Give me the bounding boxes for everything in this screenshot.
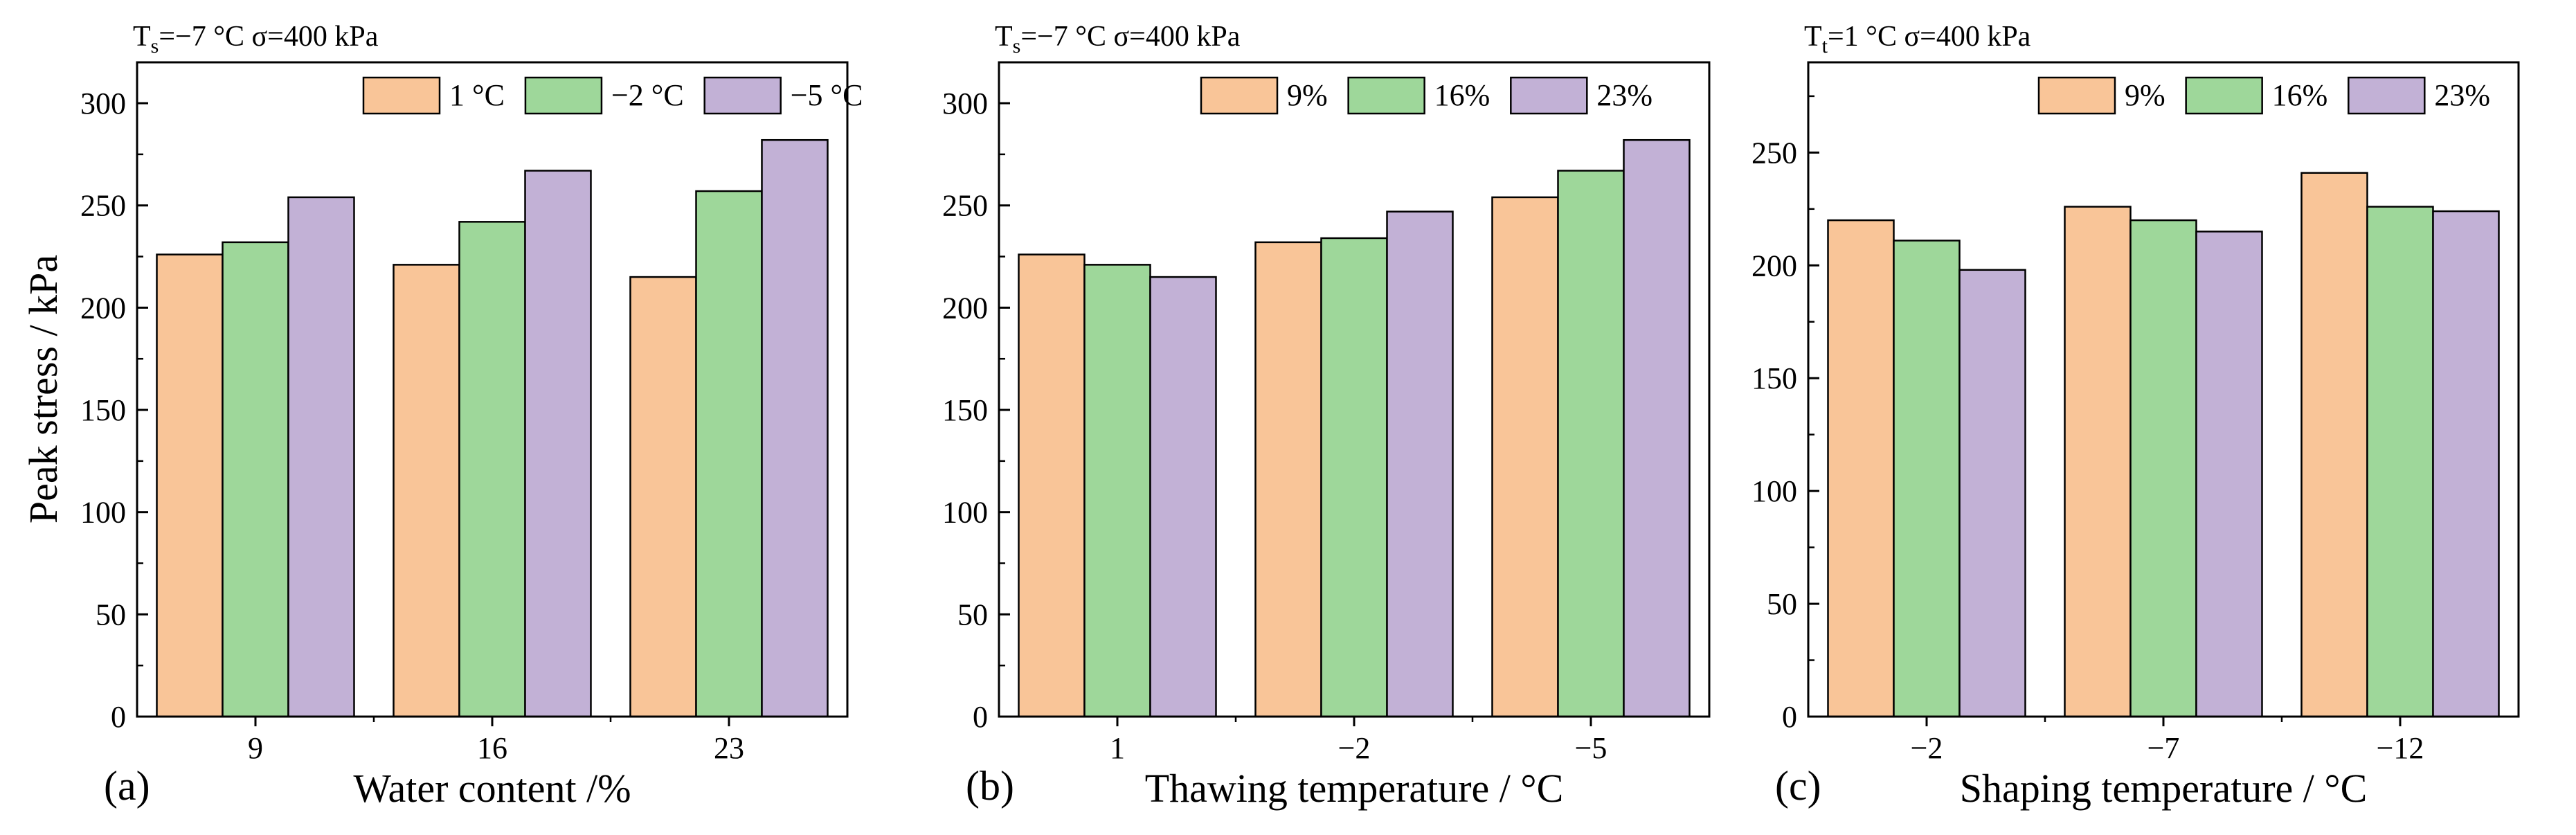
chart-panel-3: 0 50 100 150 200 250 −2 −7 −12 Shaping temperatur… [1751, 21, 2520, 811]
bar-16-2 [1320, 237, 1388, 718]
condition-subscript: s [151, 35, 159, 57]
bar-2C-23 [695, 190, 763, 718]
bar-16-2 [1893, 240, 1961, 718]
bar-9-1 [1018, 253, 1086, 718]
bar-23-2 [1958, 269, 2026, 718]
bar-9-7 [2064, 206, 2132, 718]
y-tick-label: 0 [111, 700, 126, 734]
bar-23-7 [2195, 231, 2263, 718]
bar-16-1 [1083, 264, 1151, 718]
y-tick-label: 100 [1751, 474, 1797, 508]
y-tick-label: 100 [80, 496, 126, 530]
legend-label: 9% [1287, 78, 1328, 112]
condition-label: Tt=1 °C σ=400 kPa [1804, 21, 2031, 57]
x-tick-label: −5 [1575, 731, 1607, 765]
x-tick-label: −2 [1338, 731, 1371, 765]
bar-9-2 [1827, 219, 1895, 718]
bar-5C-9 [287, 196, 355, 718]
legend-label: −2 °C [611, 78, 684, 112]
y-tick-label: 200 [80, 291, 126, 325]
bar-23-1 [1149, 276, 1217, 718]
legend-label: 16% [2272, 78, 2328, 112]
y-tick-label: 150 [80, 393, 126, 427]
legend-swatch [1347, 76, 1425, 115]
condition-subscript: t [1822, 35, 1828, 57]
panel-label: (c) [1775, 763, 1821, 809]
condition-symbol: T [995, 21, 1013, 53]
legend-swatch [2348, 76, 2426, 115]
legend-label: −5 °C [791, 78, 863, 112]
bar-16-5 [1557, 170, 1625, 718]
y-tick-label: 50 [96, 598, 126, 631]
legend-label: 16% [1434, 78, 1490, 112]
legend-swatch [362, 76, 441, 115]
bar-9-5 [1491, 196, 1559, 718]
panel-label: (b) [966, 763, 1014, 809]
condition-label: Ts=−7 °C σ=400 kPa [133, 21, 379, 57]
bar-2C-9 [222, 241, 289, 718]
panel-label: (a) [104, 763, 150, 809]
y-tick-label: 50 [1767, 587, 1797, 621]
x-tick-label: 16 [477, 731, 507, 765]
y-tick-label: 200 [942, 291, 988, 325]
x-tick-label: −2 [1911, 731, 1943, 765]
legend-label: 23% [1596, 78, 1652, 112]
bar-23-5 [1623, 138, 1691, 718]
y-tick-label: 300 [80, 87, 126, 120]
y-tick-label: 0 [973, 700, 988, 734]
x-axis-label: Thawing temperature / °C [1145, 766, 1564, 811]
bar-23-12 [2432, 210, 2500, 718]
legend-label: 23% [2434, 78, 2490, 112]
y-tick-label: 250 [1751, 136, 1797, 170]
y-tick-label: 0 [1782, 700, 1797, 734]
bar-1C-23 [629, 276, 697, 718]
x-axis-label: Water content /% [353, 766, 631, 811]
y-tick-label: 50 [957, 598, 988, 631]
legend-swatch [1200, 76, 1279, 115]
x-axis-label: Shaping temperature / °C [1960, 766, 2368, 811]
chart-panel-1: 0 50 100 150 200 250 300 9 16 23 Water content /% (… [80, 21, 863, 811]
legend-swatch [524, 76, 603, 115]
condition-text: =−7 °C σ=400 kPa [1020, 21, 1240, 53]
condition-symbol: T [1804, 21, 1822, 53]
legend-label: 9% [2125, 78, 2165, 112]
bar-23-2 [1386, 210, 1454, 718]
condition-symbol: T [133, 21, 151, 53]
condition-subscript: s [1013, 35, 1021, 57]
x-tick-label: −12 [2377, 731, 2424, 765]
bar-9-2 [1254, 241, 1322, 718]
y-tick-label: 150 [1751, 361, 1797, 395]
legend-swatch [2185, 76, 2263, 115]
x-tick-label: −7 [2147, 731, 2180, 765]
bar-9-12 [2300, 172, 2368, 718]
legend-label: 1 °C [449, 78, 505, 112]
x-tick-label: 9 [248, 731, 263, 765]
condition-text: =1 °C σ=400 kPa [1828, 21, 2031, 53]
bar-1C-9 [156, 253, 224, 718]
y-tick-label: 100 [942, 496, 988, 530]
legend-swatch [1510, 76, 1588, 115]
bar-5C-23 [761, 138, 829, 718]
condition-text: =−7 °C σ=400 kPa [159, 21, 378, 53]
y-tick-label: 150 [942, 393, 988, 427]
bar-5C-16 [524, 170, 592, 718]
x-tick-label: 1 [1110, 731, 1125, 765]
condition-label: Ts=−7 °C σ=400 kPa [995, 21, 1241, 57]
chart-panel-2: 0 50 100 150 200 250 300 1 −2 −5 Thawing temperatu… [942, 21, 1711, 811]
x-tick-label: 23 [714, 731, 744, 765]
legend-swatch [703, 76, 782, 115]
legend-swatch [2037, 76, 2116, 115]
y-tick-label: 250 [80, 189, 126, 223]
y-tick-label: 200 [1751, 249, 1797, 282]
y-tick-label: 300 [942, 87, 988, 120]
y-axis-label: Peak stress / kPa [21, 255, 66, 523]
y-tick-label: 250 [942, 189, 988, 223]
bar-1C-16 [393, 264, 460, 718]
bar-16-12 [2366, 206, 2434, 718]
bar-2C-16 [458, 221, 526, 718]
bar-16-7 [2129, 219, 2197, 718]
